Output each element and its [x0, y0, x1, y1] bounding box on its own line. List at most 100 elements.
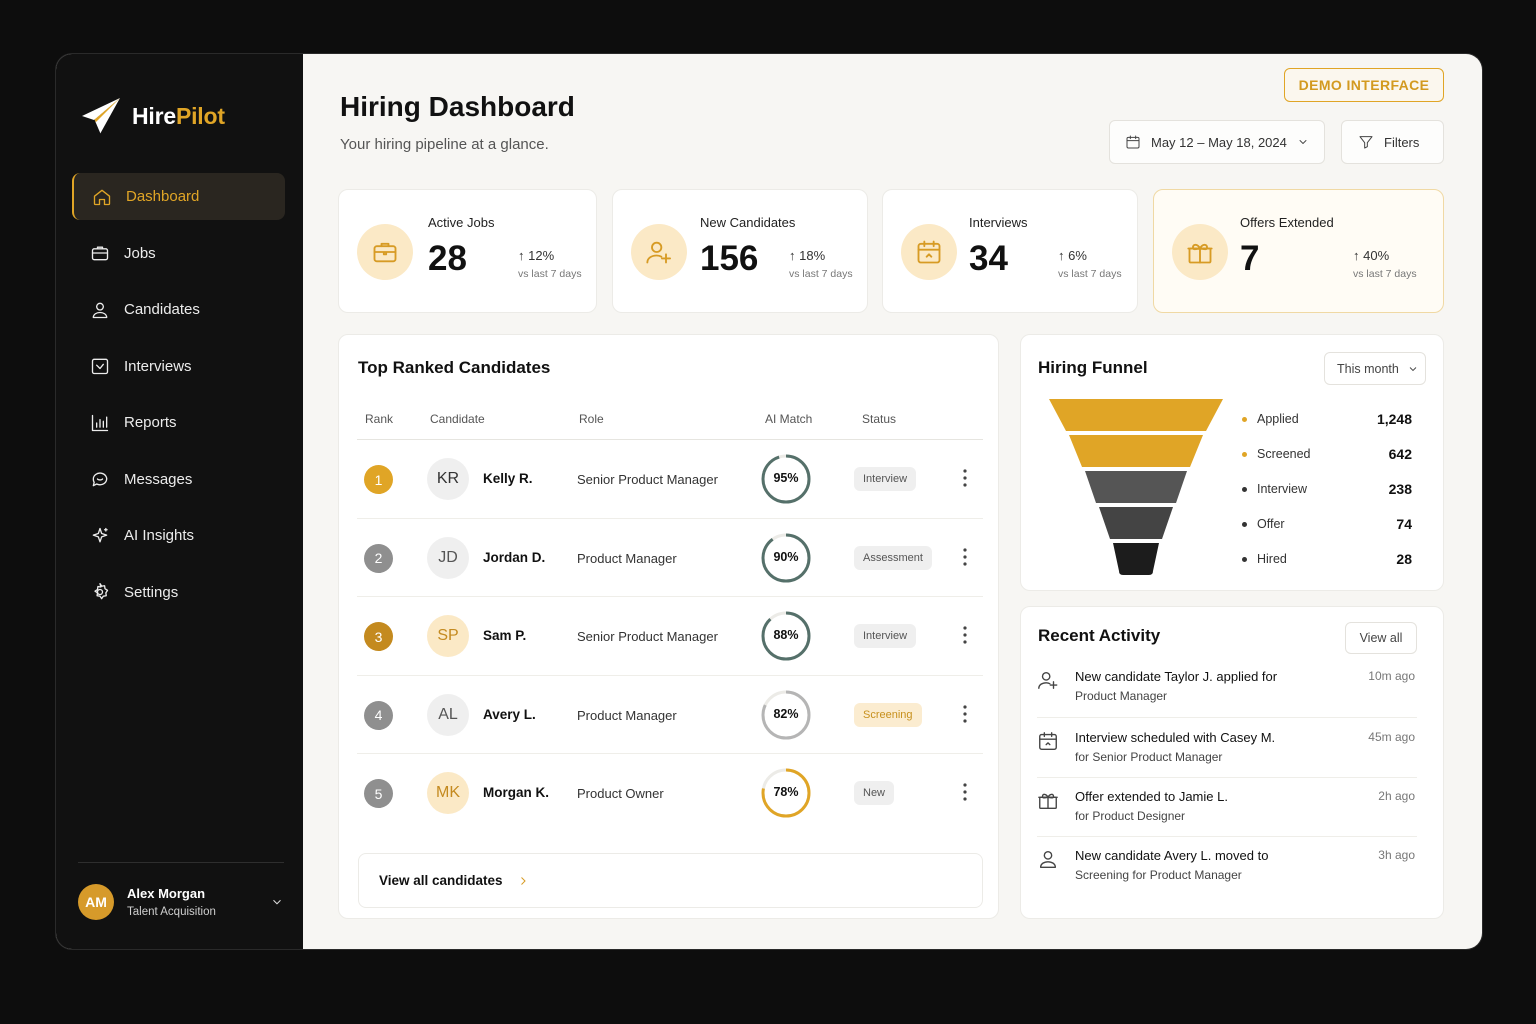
demo-interface-badge[interactable]: DEMO INTERFACE [1284, 68, 1444, 102]
activity-item[interactable]: Offer extended to Jamie L. for Product D… [1037, 789, 1415, 849]
activity-item[interactable]: New candidate Taylor J. applied for Prod… [1037, 669, 1415, 729]
sidebar: HirePilot Dashboard Jobs Candidates Inte… [56, 54, 303, 949]
more-options-icon[interactable] [962, 546, 968, 568]
period-label: This month [1337, 361, 1399, 376]
candidate-name[interactable]: Kelly R. [483, 471, 533, 486]
legend-label: Hired [1257, 552, 1287, 566]
stat-comparison: vs last 7 days [518, 268, 582, 280]
sidebar-item-settings[interactable]: Settings [72, 569, 285, 616]
column-header-rank[interactable]: Rank [365, 412, 394, 426]
date-range-picker[interactable]: May 12 – May 18, 2024 [1109, 120, 1325, 164]
funnel-stage-applied[interactable] [1049, 399, 1223, 431]
more-options-icon[interactable] [962, 703, 968, 725]
sidebar-item-reports[interactable]: Reports [72, 399, 285, 446]
stat-icon-wrap [901, 224, 957, 280]
candidate-name[interactable]: Sam P. [483, 628, 527, 643]
view-all-candidates-button[interactable]: View all candidates [358, 853, 983, 908]
activity-subtext: for Product Designer [1075, 809, 1186, 823]
funnel-stage-offer[interactable] [1099, 507, 1173, 539]
stat-card-interviews[interactable]: Interviews 34 ↑ 6% vs last 7 days [882, 189, 1138, 313]
briefcase-icon [91, 246, 109, 261]
activity-time: 10m ago [1368, 669, 1415, 683]
stat-comparison: vs last 7 days [1353, 268, 1417, 280]
legend-dot [1242, 521, 1247, 527]
more-options-icon[interactable] [962, 624, 968, 646]
stat-icon-wrap [1172, 224, 1228, 280]
brand-name: HirePilot [132, 102, 225, 129]
candidate-role: Senior Product Manager [577, 629, 718, 644]
sparkle-icon [92, 527, 108, 542]
filters-button[interactable]: Filters [1341, 120, 1444, 164]
chevron-down-icon [273, 899, 281, 905]
sidebar-item-candidates[interactable]: Candidates [72, 286, 285, 333]
divider [1037, 717, 1417, 718]
candidate-name[interactable]: Jordan D. [483, 549, 546, 565]
divider [1037, 836, 1417, 837]
legend-label: Applied [1257, 412, 1299, 426]
candidate-role: Product Manager [577, 550, 677, 566]
date-range-label: May 12 – May 18, 2024 [1151, 134, 1287, 150]
sidebar-item-jobs[interactable]: Jobs [72, 230, 285, 277]
view-all-activity-button[interactable]: View all [1345, 622, 1417, 654]
brand-logo[interactable]: HirePilot [80, 96, 225, 136]
stat-label: Interviews [969, 215, 1028, 230]
gift-icon [1187, 243, 1213, 264]
sidebar-item-label: AI Insights [124, 527, 195, 544]
activity-item[interactable]: Interview scheduled with Casey M. for Se… [1037, 730, 1415, 790]
candidate-name[interactable]: Avery L. [483, 706, 536, 722]
status-badge: Interview [854, 624, 917, 648]
table-row[interactable]: 2 JD Jordan D. Product Manager 90% Assessment [357, 517, 983, 597]
activity-text: New candidate Avery L. moved to [1075, 848, 1269, 863]
chevron-down-icon [1409, 366, 1417, 371]
chevron-down-icon [1299, 140, 1307, 144]
stat-card-active-jobs[interactable]: Active Jobs 28 ↑ 12% vs last 7 days [338, 189, 597, 313]
stat-card-offers-extended[interactable]: Offers Extended 7 ↑ 40% vs last 7 days [1153, 189, 1444, 313]
sidebar-item-dashboard[interactable]: Dashboard [72, 173, 285, 220]
sidebar-item-label: Jobs [124, 244, 156, 262]
column-header-status[interactable]: Status [862, 412, 897, 426]
column-header-candidate[interactable]: Candidate [430, 412, 485, 426]
stat-value: 7 [1240, 239, 1260, 278]
candidate-role: Product Manager [577, 707, 677, 723]
more-options-icon[interactable] [962, 781, 968, 803]
panel-title: Recent Activity [1038, 626, 1161, 645]
table-row[interactable]: 3 SP Sam P. Senior Product Manager 88% Interv… [357, 596, 983, 675]
view-all-candidates-label: View all candidates [379, 873, 503, 888]
funnel-stage-screened[interactable] [1069, 435, 1203, 467]
funnel-stage-interview[interactable] [1085, 471, 1187, 503]
sidebar-item-interviews[interactable]: Interviews [72, 343, 285, 390]
column-header-role[interactable]: Role [579, 412, 604, 426]
sidebar-item-messages[interactable]: Messages [72, 456, 285, 503]
column-header-ai-match[interactable]: AI Match [765, 412, 813, 426]
page-title: Hiring Dashboard [340, 91, 575, 122]
funnel-stage-hired[interactable] [1113, 543, 1159, 575]
candidate-name[interactable]: Morgan K. [483, 785, 549, 800]
stat-value: 156 [700, 239, 759, 278]
sidebar-nav: Dashboard Jobs Candidates Interviews Rep… [72, 173, 285, 625]
hiring-funnel-panel: Hiring Funnel This month Applied 1,248 Scr… [1020, 334, 1444, 591]
user-menu[interactable]: AM Alex Morgan Talent Acquisition [78, 884, 284, 920]
sidebar-item-label: Settings [124, 583, 179, 601]
paper-plane-icon [82, 98, 120, 135]
legend-value: 28 [1396, 551, 1412, 567]
funnel-legend-item: Screened 642 [1242, 444, 1412, 464]
funnel-legend-item: Offer 74 [1242, 514, 1412, 534]
table-row[interactable]: 4 AL Avery L. Product Manager 82% Screening [357, 674, 983, 754]
avatar: AM [78, 884, 114, 920]
more-options-icon[interactable] [962, 467, 968, 489]
user-icon [1039, 850, 1057, 868]
table-row[interactable]: 1 KR Kelly R. Senior Product Manager 95% Inte… [357, 439, 983, 518]
ai-match-ring-fill [761, 690, 811, 739]
table-row[interactable]: 5 MK Morgan K. Product Owner 78% New [357, 753, 983, 832]
stat-card-new-candidates[interactable]: New Candidates 156 ↑ 18% vs last 7 days [612, 189, 868, 313]
stat-value: 28 [428, 239, 467, 278]
bar-chart-icon [91, 414, 109, 431]
activity-subtext: Product Manager [1075, 689, 1168, 703]
avatar: MK [427, 772, 469, 814]
activity-item[interactable]: New candidate Avery L. moved to Screenin… [1037, 848, 1415, 908]
legend-label: Screened [1257, 447, 1311, 461]
period-select[interactable]: This month [1324, 352, 1426, 385]
stat-label: Offers Extended [1240, 215, 1334, 230]
sidebar-item-ai-insights[interactable]: AI Insights [72, 512, 285, 559]
calendar-icon [1126, 135, 1140, 149]
